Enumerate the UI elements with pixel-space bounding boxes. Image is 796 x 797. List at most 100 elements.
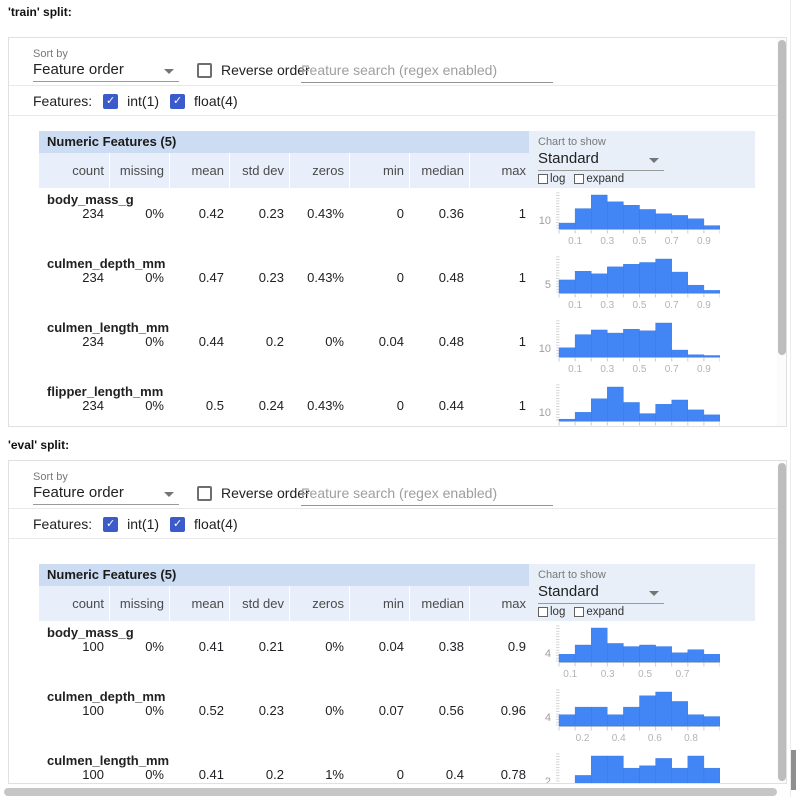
expand-checkbox[interactable]: expand xyxy=(574,606,624,618)
stat-value: 234 xyxy=(82,270,104,285)
feature-type-filter-int[interactable]: ✓ int(1) xyxy=(103,516,159,532)
chart-to-show-label: Chart to show xyxy=(538,569,606,581)
checkbox-unchecked-icon[interactable] xyxy=(538,174,548,184)
checkbox-unchecked-icon[interactable] xyxy=(538,607,548,617)
chevron-down-icon xyxy=(164,492,174,497)
stat-value: 0% xyxy=(145,334,164,349)
chart-type-select[interactable]: Standard xyxy=(538,583,664,604)
page-vertical-scrollbar[interactable] xyxy=(790,0,796,797)
svg-text:0.4: 0.4 xyxy=(612,733,626,744)
expand-label: expand xyxy=(586,606,625,618)
reverse-order-checkbox[interactable]: Reverse order xyxy=(197,62,310,78)
feature-row: flipper_length_mm 234 0% 0.5 0.24 0.43% 0 0.44 1… xyxy=(9,381,786,426)
feature-name: flipper_length_mm xyxy=(47,384,164,399)
expand-label: expand xyxy=(586,173,625,185)
stat-value: 0.44 xyxy=(438,398,464,413)
stat-value: 0.42 xyxy=(198,206,224,221)
feature-histogram[interactable]: 10 0.1 0.3 0.5 0.7 0.9 xyxy=(529,317,759,383)
feature-histogram[interactable]: 4 0.1 0.3 0.5 0.7 xyxy=(529,622,759,688)
histogram-y-label: 2 xyxy=(544,776,551,784)
svg-text:0.3: 0.3 xyxy=(600,236,614,247)
column-header: std dev xyxy=(229,586,289,621)
scrollbar-thumb[interactable] xyxy=(791,750,796,790)
histogram-y-label: 5 xyxy=(544,279,551,291)
feature-histogram[interactable]: 2 0.10.30.50.7 xyxy=(529,750,759,784)
feature-histogram[interactable]: 5 0.1 0.3 0.5 0.7 0.9 xyxy=(529,253,759,319)
chart-controls: Chart to show Standard log expand xyxy=(529,131,755,188)
numeric-features-header: Numeric Features (5) xyxy=(39,131,531,153)
histogram-svg: 0.1 0.3 0.5 0.7 0.9 xyxy=(556,320,720,375)
log-checkbox[interactable]: log xyxy=(538,173,565,185)
reverse-order-checkbox[interactable]: Reverse order xyxy=(197,485,310,501)
histogram-y-label: 10 xyxy=(538,343,551,355)
stat-value: 0.48 xyxy=(438,334,464,349)
log-checkbox[interactable]: log xyxy=(538,606,565,618)
svg-text:0.5: 0.5 xyxy=(638,669,652,680)
feature-search-input[interactable]: Feature search (regex enabled) xyxy=(301,485,553,506)
log-label: log xyxy=(550,606,566,618)
feature-stats-row: 234 0% 0.5 0.24 0.43% 0 0.44 1 xyxy=(39,398,531,413)
stat-value: 100 xyxy=(82,639,104,654)
feature-name: culmen_depth_mm xyxy=(47,256,166,271)
vertical-scrollbar[interactable] xyxy=(777,461,786,783)
checkbox-unchecked-icon[interactable] xyxy=(197,485,212,501)
stat-value: 0.43% xyxy=(307,398,344,413)
stat-value: 0.47 xyxy=(198,270,224,285)
chart-type-value: Standard xyxy=(538,583,599,600)
expand-checkbox[interactable]: expand xyxy=(574,173,624,185)
column-header: mean xyxy=(169,586,229,621)
sort-by-label: Sort by xyxy=(33,471,68,483)
stat-value: 0% xyxy=(145,398,164,413)
stat-value: 0.24 xyxy=(258,398,284,413)
feature-type-filter-float[interactable]: ✓ float(4) xyxy=(170,93,238,109)
scrollbar-thumb[interactable] xyxy=(4,788,777,796)
checkbox-checked-icon[interactable]: ✓ xyxy=(103,516,119,532)
histogram-svg: 0.1 0.3 0.5 0.7 0.9 xyxy=(556,256,720,311)
feature-histogram[interactable]: 10 0.1 0.3 0.5 0.7 0.9 xyxy=(529,381,759,426)
column-header: max xyxy=(469,586,531,621)
svg-text:0.9: 0.9 xyxy=(697,236,711,247)
vertical-scrollbar[interactable] xyxy=(777,38,786,426)
checkbox-checked-icon[interactable]: ✓ xyxy=(170,516,186,532)
sort-order-select[interactable]: Feature order xyxy=(33,484,179,505)
feature-search-input[interactable]: Feature search (regex enabled) xyxy=(301,62,553,83)
stat-value: 0.96 xyxy=(500,703,526,718)
split-title-eval: 'eval' split: xyxy=(8,438,70,452)
feature-row: body_mass_g 100 0% 0.41 0.21 0% 0.04 0.38 0.9 4 0.… xyxy=(9,624,786,688)
scrollbar-thumb[interactable] xyxy=(778,463,786,781)
feature-type-filter-float[interactable]: ✓ float(4) xyxy=(170,516,238,532)
feature-type-filter-int[interactable]: ✓ int(1) xyxy=(103,93,159,109)
feature-histogram[interactable]: 10 0.1 0.3 0.5 0.7 0.9 xyxy=(529,189,759,255)
column-header: mean xyxy=(169,153,229,188)
svg-text:0.5: 0.5 xyxy=(633,300,647,311)
scrollbar-thumb[interactable] xyxy=(778,40,786,355)
feature-row: body_mass_g 234 0% 0.42 0.23 0.43% 0 0.36 1 10 0.1… xyxy=(9,191,786,255)
log-label: log xyxy=(550,173,566,185)
chevron-down-icon xyxy=(164,69,174,74)
chevron-down-icon xyxy=(649,591,659,596)
checkbox-checked-icon[interactable]: ✓ xyxy=(103,93,119,109)
chevron-down-icon xyxy=(649,158,659,163)
stat-value: 100 xyxy=(82,767,104,782)
checkbox-unchecked-icon[interactable] xyxy=(197,62,212,78)
histogram-y-label: 10 xyxy=(538,407,551,419)
sort-order-select[interactable]: Feature order xyxy=(33,61,179,82)
sort-order-value: Feature order xyxy=(33,484,124,501)
column-header: count xyxy=(72,163,104,178)
stat-value: 0.78 xyxy=(500,767,526,782)
stat-value: 0.21 xyxy=(258,639,284,654)
stat-value: 234 xyxy=(82,398,104,413)
feature-name: body_mass_g xyxy=(47,625,134,640)
column-header: zeros xyxy=(289,586,349,621)
horizontal-scrollbar[interactable] xyxy=(0,787,789,797)
column-header: min xyxy=(349,153,409,188)
checkbox-unchecked-icon[interactable] xyxy=(574,174,585,184)
feature-histogram[interactable]: 4 0.2 0.4 0.6 0.8 xyxy=(529,686,759,752)
column-header: max xyxy=(469,153,531,188)
column-header: count xyxy=(72,596,104,611)
chart-type-select[interactable]: Standard xyxy=(538,150,664,171)
checkbox-unchecked-icon[interactable] xyxy=(574,607,585,617)
stat-value: 0.4 xyxy=(445,767,464,782)
checkbox-checked-icon[interactable]: ✓ xyxy=(170,93,186,109)
